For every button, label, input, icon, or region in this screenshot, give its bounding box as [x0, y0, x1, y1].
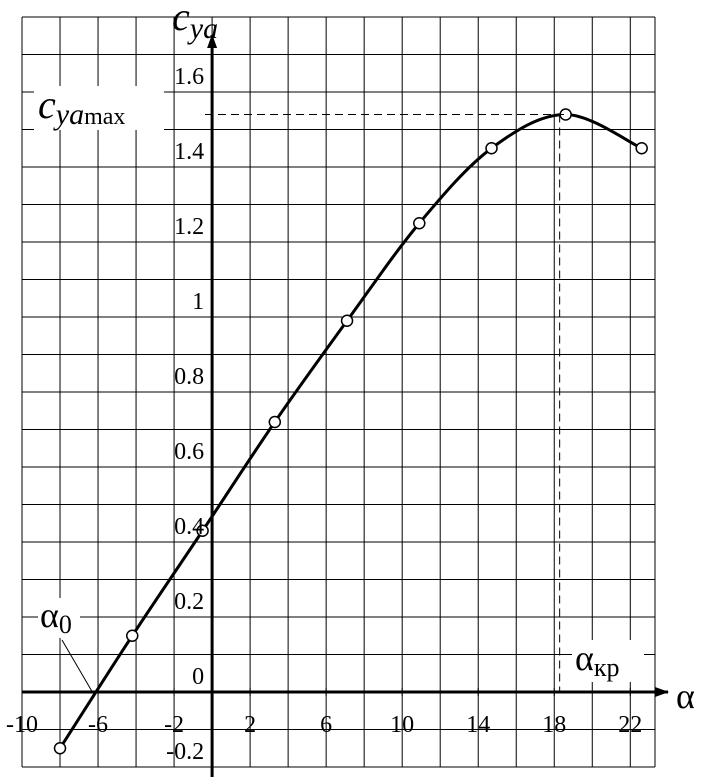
x-tick-label: 6 — [320, 712, 332, 738]
y-tick-label: 0 — [192, 664, 204, 690]
x-tick-label: -6 — [88, 712, 108, 738]
data-point — [53, 742, 67, 755]
data-point — [268, 415, 282, 429]
zero-label-part: 0 — [59, 610, 72, 639]
y-tick-label: -0.2 — [166, 739, 204, 765]
max-label-part: max — [84, 104, 125, 130]
max-label-part: ya — [53, 98, 84, 131]
data-point — [413, 217, 426, 230]
critical-label: αкр — [575, 638, 620, 682]
data-point — [340, 314, 354, 327]
y-tick-label: 1.4 — [174, 139, 204, 165]
x-tick-label: 22 — [618, 712, 642, 738]
critical-label-part: α — [575, 638, 594, 678]
label-bg — [38, 598, 80, 638]
max-label-part: c — [38, 82, 56, 127]
y-tick-label: 0.6 — [174, 439, 204, 465]
x-tick-label: 14 — [466, 712, 490, 738]
y-tick-label: 0.8 — [174, 364, 204, 390]
curve — [58, 112, 643, 750]
data-point — [196, 524, 209, 537]
y-tick-label: 1.6 — [174, 64, 204, 90]
x-tick-label: 10 — [390, 712, 414, 738]
label-bg — [34, 86, 164, 130]
label-bg — [572, 640, 644, 682]
data-point — [635, 142, 648, 155]
y-tick-label: 0.4 — [174, 514, 204, 540]
data-point — [485, 142, 498, 155]
y-tick-label: 1 — [192, 289, 204, 315]
zero-label: α0 — [40, 595, 72, 639]
x-tick-label: -10 — [6, 712, 38, 738]
zero-label-part: α — [40, 595, 59, 635]
max-label: cyamax — [38, 82, 125, 131]
x-tick-label: 18 — [542, 712, 566, 738]
x-tick-label: -2 — [164, 712, 184, 738]
x-tick-label: 2 — [244, 712, 256, 738]
data-point — [126, 629, 139, 642]
critical-label-part: кр — [594, 653, 620, 682]
x-axis-label: α — [676, 676, 695, 716]
y-tick-label: 0.2 — [174, 589, 204, 615]
y-tick-label: 1.2 — [174, 214, 204, 240]
zero-leader — [61, 639, 93, 693]
y-axis-label: cya — [172, 0, 218, 45]
plot — [53, 108, 648, 755]
